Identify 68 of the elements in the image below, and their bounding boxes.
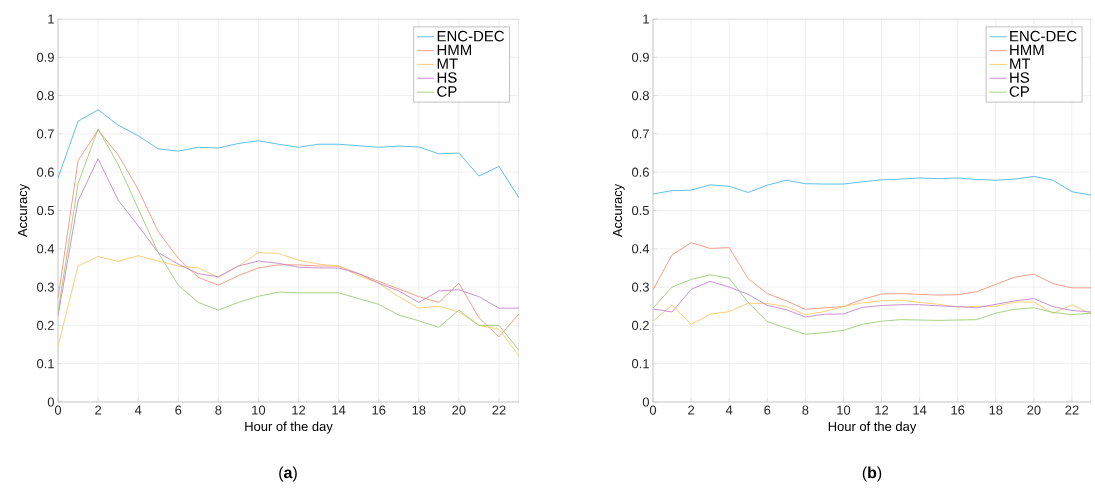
y-tick-label: 0 bbox=[642, 397, 649, 407]
y-tick-label: 0.9 bbox=[631, 52, 649, 62]
y-tick-label: 0 bbox=[47, 397, 54, 407]
y-tick-label: 0.2 bbox=[631, 320, 649, 330]
y-tick-label: 0.3 bbox=[36, 282, 54, 292]
line-series bbox=[653, 299, 1092, 325]
line-series bbox=[58, 158, 520, 317]
y-tick-label: 0.1 bbox=[36, 359, 54, 369]
x-axis-title: Hour of the day bbox=[245, 421, 333, 434]
x-tick-label: 16 bbox=[951, 405, 965, 415]
x-tick-label: 14 bbox=[332, 405, 346, 415]
legend-label: HMM bbox=[1010, 44, 1044, 56]
y-tick-label: 0.6 bbox=[631, 167, 649, 177]
y-tick-label: 0.9 bbox=[36, 52, 54, 62]
legend-label: HS bbox=[437, 72, 457, 83]
x-tick-label: 8 bbox=[802, 405, 809, 415]
y-axis-title: Accuracy bbox=[18, 183, 30, 238]
legend-label: CP bbox=[437, 86, 457, 97]
legend-label: ENC-DEC bbox=[437, 30, 505, 42]
x-tick-label: 16 bbox=[372, 405, 386, 415]
x-tick-label: 4 bbox=[134, 405, 142, 415]
y-tick-label: 0.6 bbox=[36, 167, 54, 177]
y-tick-label: 0.1 bbox=[631, 359, 649, 369]
line-series bbox=[653, 175, 1092, 196]
x-tick-label: 18 bbox=[989, 405, 1003, 415]
x-tick-label: 22 bbox=[1065, 405, 1079, 415]
y-tick-label: 0.5 bbox=[36, 205, 54, 216]
y-tick-label: 0.3 bbox=[631, 282, 649, 292]
y-axis-title: Accuracy bbox=[613, 183, 625, 238]
y-tick-label: 0.2 bbox=[36, 320, 54, 330]
x-axis-title: Hour of the day bbox=[828, 421, 917, 434]
x-tick-label: 4 bbox=[725, 405, 733, 415]
y-tick-label: 0.8 bbox=[631, 91, 649, 101]
y-tick-label: 0.5 bbox=[631, 205, 649, 216]
x-tick-label: 20 bbox=[452, 405, 466, 415]
x-tick-label: 6 bbox=[764, 405, 771, 415]
x-tick-label: 2 bbox=[688, 405, 695, 415]
line-series bbox=[653, 280, 1092, 318]
text: (b) bbox=[862, 466, 882, 482]
x-tick-label: 0 bbox=[54, 405, 62, 415]
x-tick-label: 14 bbox=[913, 405, 927, 415]
x-tick-label: 2 bbox=[95, 405, 102, 415]
legend-label: HMM bbox=[437, 44, 471, 56]
x-tick-label: 18 bbox=[412, 405, 426, 415]
legend-label: MT bbox=[437, 58, 458, 69]
x-tick-label: 20 bbox=[1027, 405, 1041, 415]
x-tick-label: 12 bbox=[875, 405, 889, 415]
x-tick-label: 22 bbox=[492, 405, 506, 415]
legend-label: HS bbox=[1010, 72, 1030, 83]
x-tick-label: 8 bbox=[215, 405, 222, 415]
y-tick-label: 1 bbox=[643, 14, 649, 24]
y-tick-label: 0.4 bbox=[36, 244, 55, 254]
y-tick-label: 0.4 bbox=[631, 244, 650, 254]
line-series bbox=[58, 252, 520, 357]
x-tick-label: 0 bbox=[649, 405, 657, 415]
legend-label: CP bbox=[1009, 86, 1029, 97]
x-tick-label: 10 bbox=[252, 405, 266, 415]
legend-label: ENC-DEC bbox=[1010, 30, 1077, 42]
y-tick-label: 1 bbox=[48, 14, 54, 24]
y-tick-label: 0.7 bbox=[631, 129, 649, 139]
legend-label: MT bbox=[1010, 58, 1031, 69]
y-tick-label: 0.8 bbox=[36, 91, 54, 101]
line-series bbox=[58, 109, 520, 199]
x-tick-label: 12 bbox=[292, 405, 306, 415]
text: (a) bbox=[279, 466, 297, 482]
y-tick-label: 0.7 bbox=[36, 129, 54, 139]
x-tick-label: 10 bbox=[837, 405, 851, 415]
x-tick-label: 6 bbox=[175, 405, 182, 415]
